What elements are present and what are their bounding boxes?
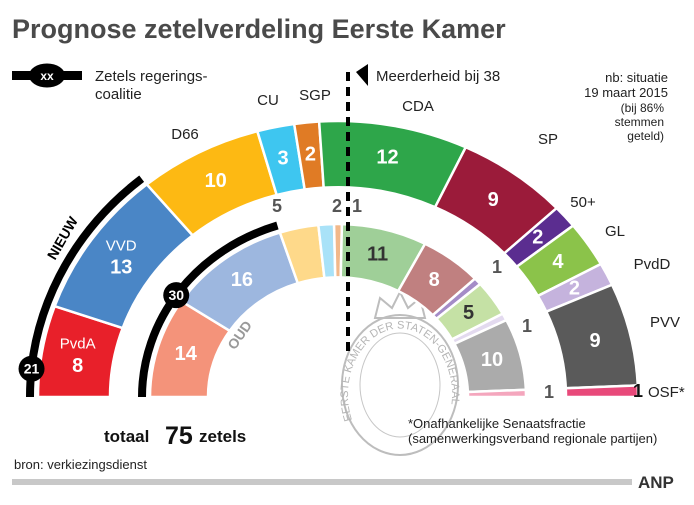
total-number: 75	[165, 422, 193, 450]
seat-count: 11	[367, 244, 388, 266]
party-label: SGP	[299, 87, 331, 104]
source: bron: verkiezingsdienst	[14, 457, 147, 472]
coalition-new-total: 21	[24, 360, 40, 376]
seat-count: 10	[205, 170, 227, 192]
legend-line1: Zetels regerings-	[95, 68, 208, 85]
seat-count: 2	[332, 196, 342, 216]
footnote-line: (samenwerkingsverband regionale partijen…	[408, 431, 657, 446]
coalition-legend: xx Zetels regerings- coalitie	[12, 63, 208, 103]
party-label: PVV	[650, 314, 680, 331]
note-line: (bij 86%	[621, 101, 665, 115]
seat-count: 5	[272, 196, 282, 216]
party-label: D66	[171, 126, 199, 143]
seat-count: 1	[544, 382, 554, 402]
seat-count: 14	[175, 343, 198, 365]
old-segment-osf	[466, 388, 528, 399]
note-line: stemmen	[615, 115, 664, 129]
seat-count: 13	[110, 257, 132, 279]
seat-count: 8	[72, 355, 83, 377]
party-label: 50+	[570, 194, 596, 211]
coalition-badge-old	[163, 282, 190, 309]
seat-count: 8	[429, 269, 440, 291]
footnote-line: *Onafhankelijke Senaatsfractie	[408, 416, 586, 431]
seat-count: 3	[278, 148, 289, 170]
seat-count: 10	[481, 349, 503, 371]
majority-arrow-icon	[356, 64, 368, 86]
note-line: geteld)	[627, 129, 664, 143]
seat-count: 2	[532, 227, 543, 249]
party-label: PvdD	[634, 256, 671, 273]
note: nb: situatie 19 maart 2015 (bij 86% stem…	[584, 70, 668, 143]
seat-count: 12	[376, 147, 398, 169]
legend-badge	[29, 63, 65, 88]
crown-icon	[373, 289, 427, 319]
chart-title: Prognose zetelverdeling Eerste Kamer	[12, 14, 506, 44]
note-line: nb: situatie	[605, 70, 668, 85]
seat-count: 2	[569, 277, 580, 299]
coalition-badge-new	[18, 355, 45, 382]
seat-count: 4	[552, 251, 564, 273]
party-label: GL	[605, 223, 625, 240]
seat-count: 1	[522, 316, 532, 336]
majority-label: Meerderheid bij 38	[376, 68, 500, 85]
seat-count: 1	[352, 196, 362, 216]
seat-count: 1	[492, 257, 502, 277]
new-segment-osf	[564, 384, 640, 399]
legend-badge-text: xx	[40, 69, 54, 83]
seat-count: 2	[305, 144, 316, 166]
seat-count: 1	[633, 381, 643, 401]
total-prefix: totaal	[104, 427, 149, 446]
party-label: CDA	[402, 98, 434, 115]
note-line: 19 maart 2015	[584, 85, 668, 100]
party-label: PvdA	[60, 335, 96, 352]
total-suffix: zetels	[199, 427, 246, 446]
footer-bar	[12, 479, 632, 485]
party-label: OSF*	[648, 384, 685, 401]
seat-count: 9	[589, 330, 600, 352]
rings: PvdA8VVD1310D663CU2SGP12CDA9SP250+4GL2Pv…	[18, 87, 685, 402]
seat-count: 16	[231, 269, 253, 291]
legend-line2: coalitie	[95, 86, 142, 103]
party-label: CU	[257, 92, 279, 109]
seat-count: 5	[463, 302, 474, 324]
seal-text: EERSTE KAMER DER STATEN-GENERAAL	[339, 320, 461, 423]
seat-count: 9	[488, 189, 499, 211]
party-label: VVD	[106, 237, 137, 254]
party-label: SP	[538, 131, 558, 148]
anp-logo: ANP	[638, 473, 674, 492]
coalition-old-total: 30	[168, 287, 184, 303]
